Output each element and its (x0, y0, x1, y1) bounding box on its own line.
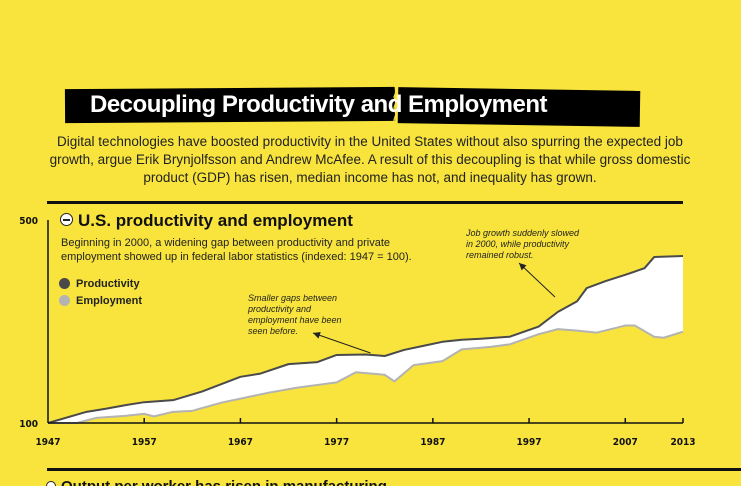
gap-area (48, 256, 683, 423)
x-tick-label: 2013 (670, 437, 695, 448)
x-tick-label: 1947 (35, 437, 60, 448)
next-section-title-text: Output per worker has risen in manufactu… (61, 478, 387, 486)
annotation-smaller-gaps: Smaller gaps between productivity and em… (248, 293, 342, 336)
legend-item-employment: Employment (59, 292, 142, 309)
legend-dot-productivity (59, 278, 70, 289)
legend-label-employment: Employment (76, 294, 143, 307)
annotation-arrow-2-head (519, 263, 527, 271)
x-tick-label: 1967 (228, 437, 253, 448)
crack-icon (393, 86, 397, 126)
x-tick-label: 1977 (324, 437, 349, 448)
y-tick-label: 100 (19, 419, 38, 430)
x-tick-label: 2007 (613, 437, 638, 448)
minus-circle-icon[interactable] (46, 481, 56, 486)
annotation-arrow-1-head (313, 331, 321, 339)
section-description: Beginning in 2000, a widening gap betwee… (61, 237, 412, 263)
x-tick-label: 1997 (517, 437, 542, 448)
section-title-text: U.S. productivity and employment (78, 211, 353, 230)
annotation-job-growth-slowed: Job growth suddenly slowed in 2000, whil… (466, 228, 580, 260)
legend-item-productivity: Productivity (59, 275, 142, 292)
x-tick-label: 1987 (420, 437, 445, 448)
next-section-title: Output per worker has risen in manufactu… (46, 478, 387, 486)
annotation-arrow-2-line (518, 262, 556, 298)
x-tick-label: 1957 (132, 437, 157, 448)
annotation-arrow-1-line (312, 332, 371, 354)
section-divider-bottom (47, 468, 741, 471)
y-tick-label: 500 (19, 216, 38, 227)
intro-paragraph: Digital technologies have boosted produc… (49, 134, 691, 185)
page-title-part2: Employment (408, 91, 548, 118)
employment-line (48, 324, 684, 424)
productivity-line (47, 255, 684, 424)
title-banner: Decoupling Productivity and Employment (64, 86, 641, 127)
section-title[interactable]: U.S. productivity and employment (60, 211, 353, 231)
section-divider (47, 201, 683, 204)
legend-dot-employment (59, 295, 70, 306)
page-title-part1: Decoupling Productivity and (90, 91, 402, 118)
chart-legend: Productivity Employment (59, 275, 142, 309)
minus-circle-icon[interactable] (60, 213, 73, 226)
legend-label-productivity: Productivity (76, 277, 140, 290)
